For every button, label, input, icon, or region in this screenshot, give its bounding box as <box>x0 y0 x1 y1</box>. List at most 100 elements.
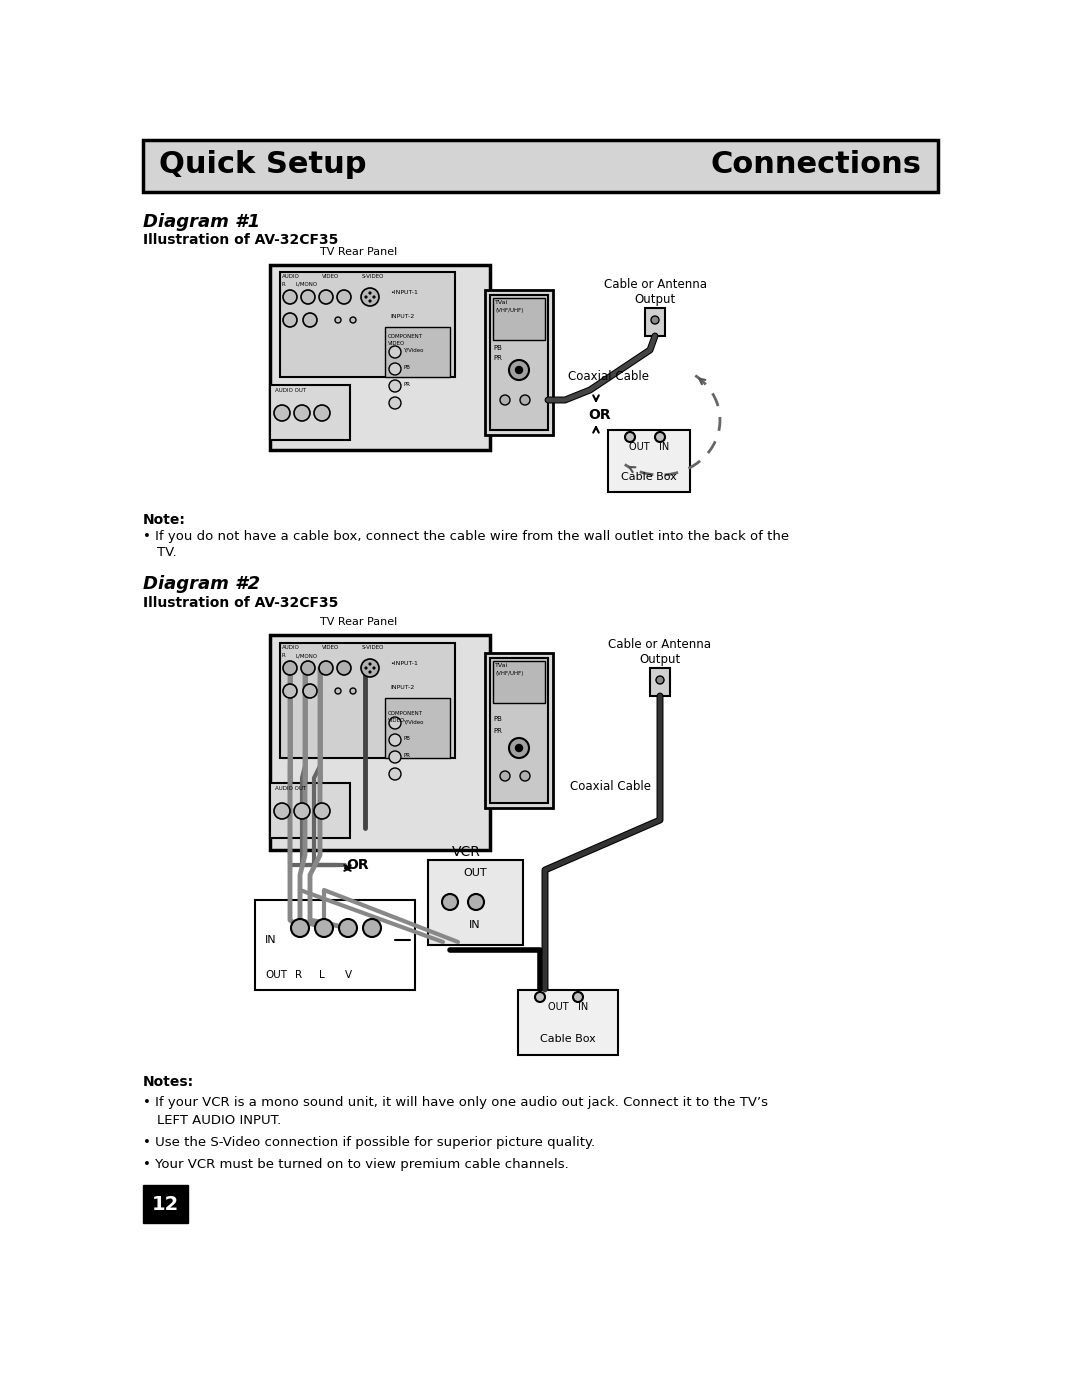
Circle shape <box>535 992 545 1002</box>
Circle shape <box>319 291 333 305</box>
Text: Cable Box: Cable Box <box>621 472 677 482</box>
Circle shape <box>283 661 297 675</box>
Circle shape <box>389 363 401 374</box>
Text: PR: PR <box>492 355 502 360</box>
Text: AUDIO: AUDIO <box>282 274 300 279</box>
Text: S-VIDEO: S-VIDEO <box>362 645 384 650</box>
Text: AUDIO: AUDIO <box>282 645 300 650</box>
Text: Cable Box: Cable Box <box>540 1034 596 1044</box>
Circle shape <box>274 803 291 819</box>
Text: VCR: VCR <box>453 845 481 859</box>
Text: R: R <box>295 970 302 981</box>
Circle shape <box>389 752 401 763</box>
Text: PB: PB <box>492 717 502 722</box>
Circle shape <box>335 317 341 323</box>
Text: TV.: TV. <box>157 546 177 559</box>
Circle shape <box>350 317 356 323</box>
Circle shape <box>337 661 351 675</box>
Bar <box>143 140 939 191</box>
Circle shape <box>363 919 381 937</box>
Circle shape <box>361 288 379 306</box>
Bar <box>490 295 548 430</box>
Text: TVai: TVai <box>495 300 509 305</box>
Circle shape <box>509 360 529 380</box>
Circle shape <box>515 366 523 373</box>
Text: Diagram #2: Diagram #2 <box>143 576 260 592</box>
Text: Y/Video: Y/Video <box>403 719 423 724</box>
Text: TV Rear Panel: TV Rear Panel <box>320 247 397 257</box>
Circle shape <box>294 803 310 819</box>
Text: Illustration of AV-32CF35: Illustration of AV-32CF35 <box>143 597 338 610</box>
Circle shape <box>519 395 530 405</box>
Bar <box>485 652 553 807</box>
Circle shape <box>373 296 375 298</box>
Circle shape <box>319 661 333 675</box>
Text: OUT   IN: OUT IN <box>629 441 670 453</box>
Text: 12: 12 <box>151 1194 178 1214</box>
Circle shape <box>294 405 310 420</box>
Text: VIDEO: VIDEO <box>388 341 405 346</box>
Text: Note:: Note: <box>143 513 186 527</box>
Text: INPUT-2: INPUT-2 <box>390 314 415 319</box>
Circle shape <box>373 666 375 669</box>
Text: IN: IN <box>469 921 481 930</box>
Circle shape <box>365 296 367 298</box>
Text: Notes:: Notes: <box>143 1076 194 1090</box>
Text: AUDIO OUT: AUDIO OUT <box>275 787 306 791</box>
Text: OUT: OUT <box>265 970 287 981</box>
Text: Coaxial Cable: Coaxial Cable <box>570 780 651 793</box>
Text: VIDEO: VIDEO <box>322 274 339 279</box>
Circle shape <box>573 992 583 1002</box>
Text: • If you do not have a cable box, connect the cable wire from the wall outlet in: • If you do not have a cable box, connec… <box>143 529 789 543</box>
Circle shape <box>361 659 379 678</box>
Circle shape <box>389 768 401 780</box>
Circle shape <box>515 745 523 752</box>
Bar <box>428 861 523 944</box>
Text: OR: OR <box>347 858 369 872</box>
Bar <box>384 327 450 377</box>
Circle shape <box>389 397 401 409</box>
Text: S-VIDEO: S-VIDEO <box>362 274 384 279</box>
Text: L: L <box>319 970 325 981</box>
Text: •INPUT-1: •INPUT-1 <box>390 291 418 295</box>
Text: V: V <box>345 970 352 981</box>
Circle shape <box>468 894 484 909</box>
Text: Cable or Antenna: Cable or Antenna <box>604 278 706 291</box>
Circle shape <box>389 346 401 358</box>
Circle shape <box>314 405 330 420</box>
Bar <box>270 265 490 450</box>
Text: TVai: TVai <box>495 664 509 668</box>
Circle shape <box>365 666 367 669</box>
Bar <box>270 386 350 440</box>
Circle shape <box>519 771 530 781</box>
Bar <box>384 698 450 759</box>
Text: IN: IN <box>265 935 276 944</box>
Text: Cable or Antenna: Cable or Antenna <box>608 638 712 651</box>
Circle shape <box>301 291 315 305</box>
Circle shape <box>314 803 330 819</box>
Circle shape <box>301 661 315 675</box>
Bar <box>270 782 350 838</box>
Text: Connections: Connections <box>711 149 922 179</box>
Circle shape <box>283 291 297 305</box>
Text: PB: PB <box>403 365 410 370</box>
Circle shape <box>335 687 341 694</box>
Text: TV Rear Panel: TV Rear Panel <box>320 617 397 627</box>
Bar <box>608 430 690 492</box>
Text: COMPONENT: COMPONENT <box>388 711 423 717</box>
Bar <box>645 307 665 337</box>
Circle shape <box>303 313 318 327</box>
Circle shape <box>389 717 401 729</box>
Circle shape <box>291 919 309 937</box>
Bar <box>255 900 415 990</box>
Bar <box>280 272 455 377</box>
Bar <box>270 636 490 849</box>
Text: Diagram #1: Diagram #1 <box>143 212 260 231</box>
Text: AUDIO OUT: AUDIO OUT <box>275 388 306 393</box>
Text: INPUT-2: INPUT-2 <box>390 685 415 690</box>
Text: Output: Output <box>639 652 680 666</box>
Text: PR: PR <box>403 381 410 387</box>
Text: R: R <box>282 282 286 286</box>
Circle shape <box>368 662 372 665</box>
Circle shape <box>442 894 458 909</box>
